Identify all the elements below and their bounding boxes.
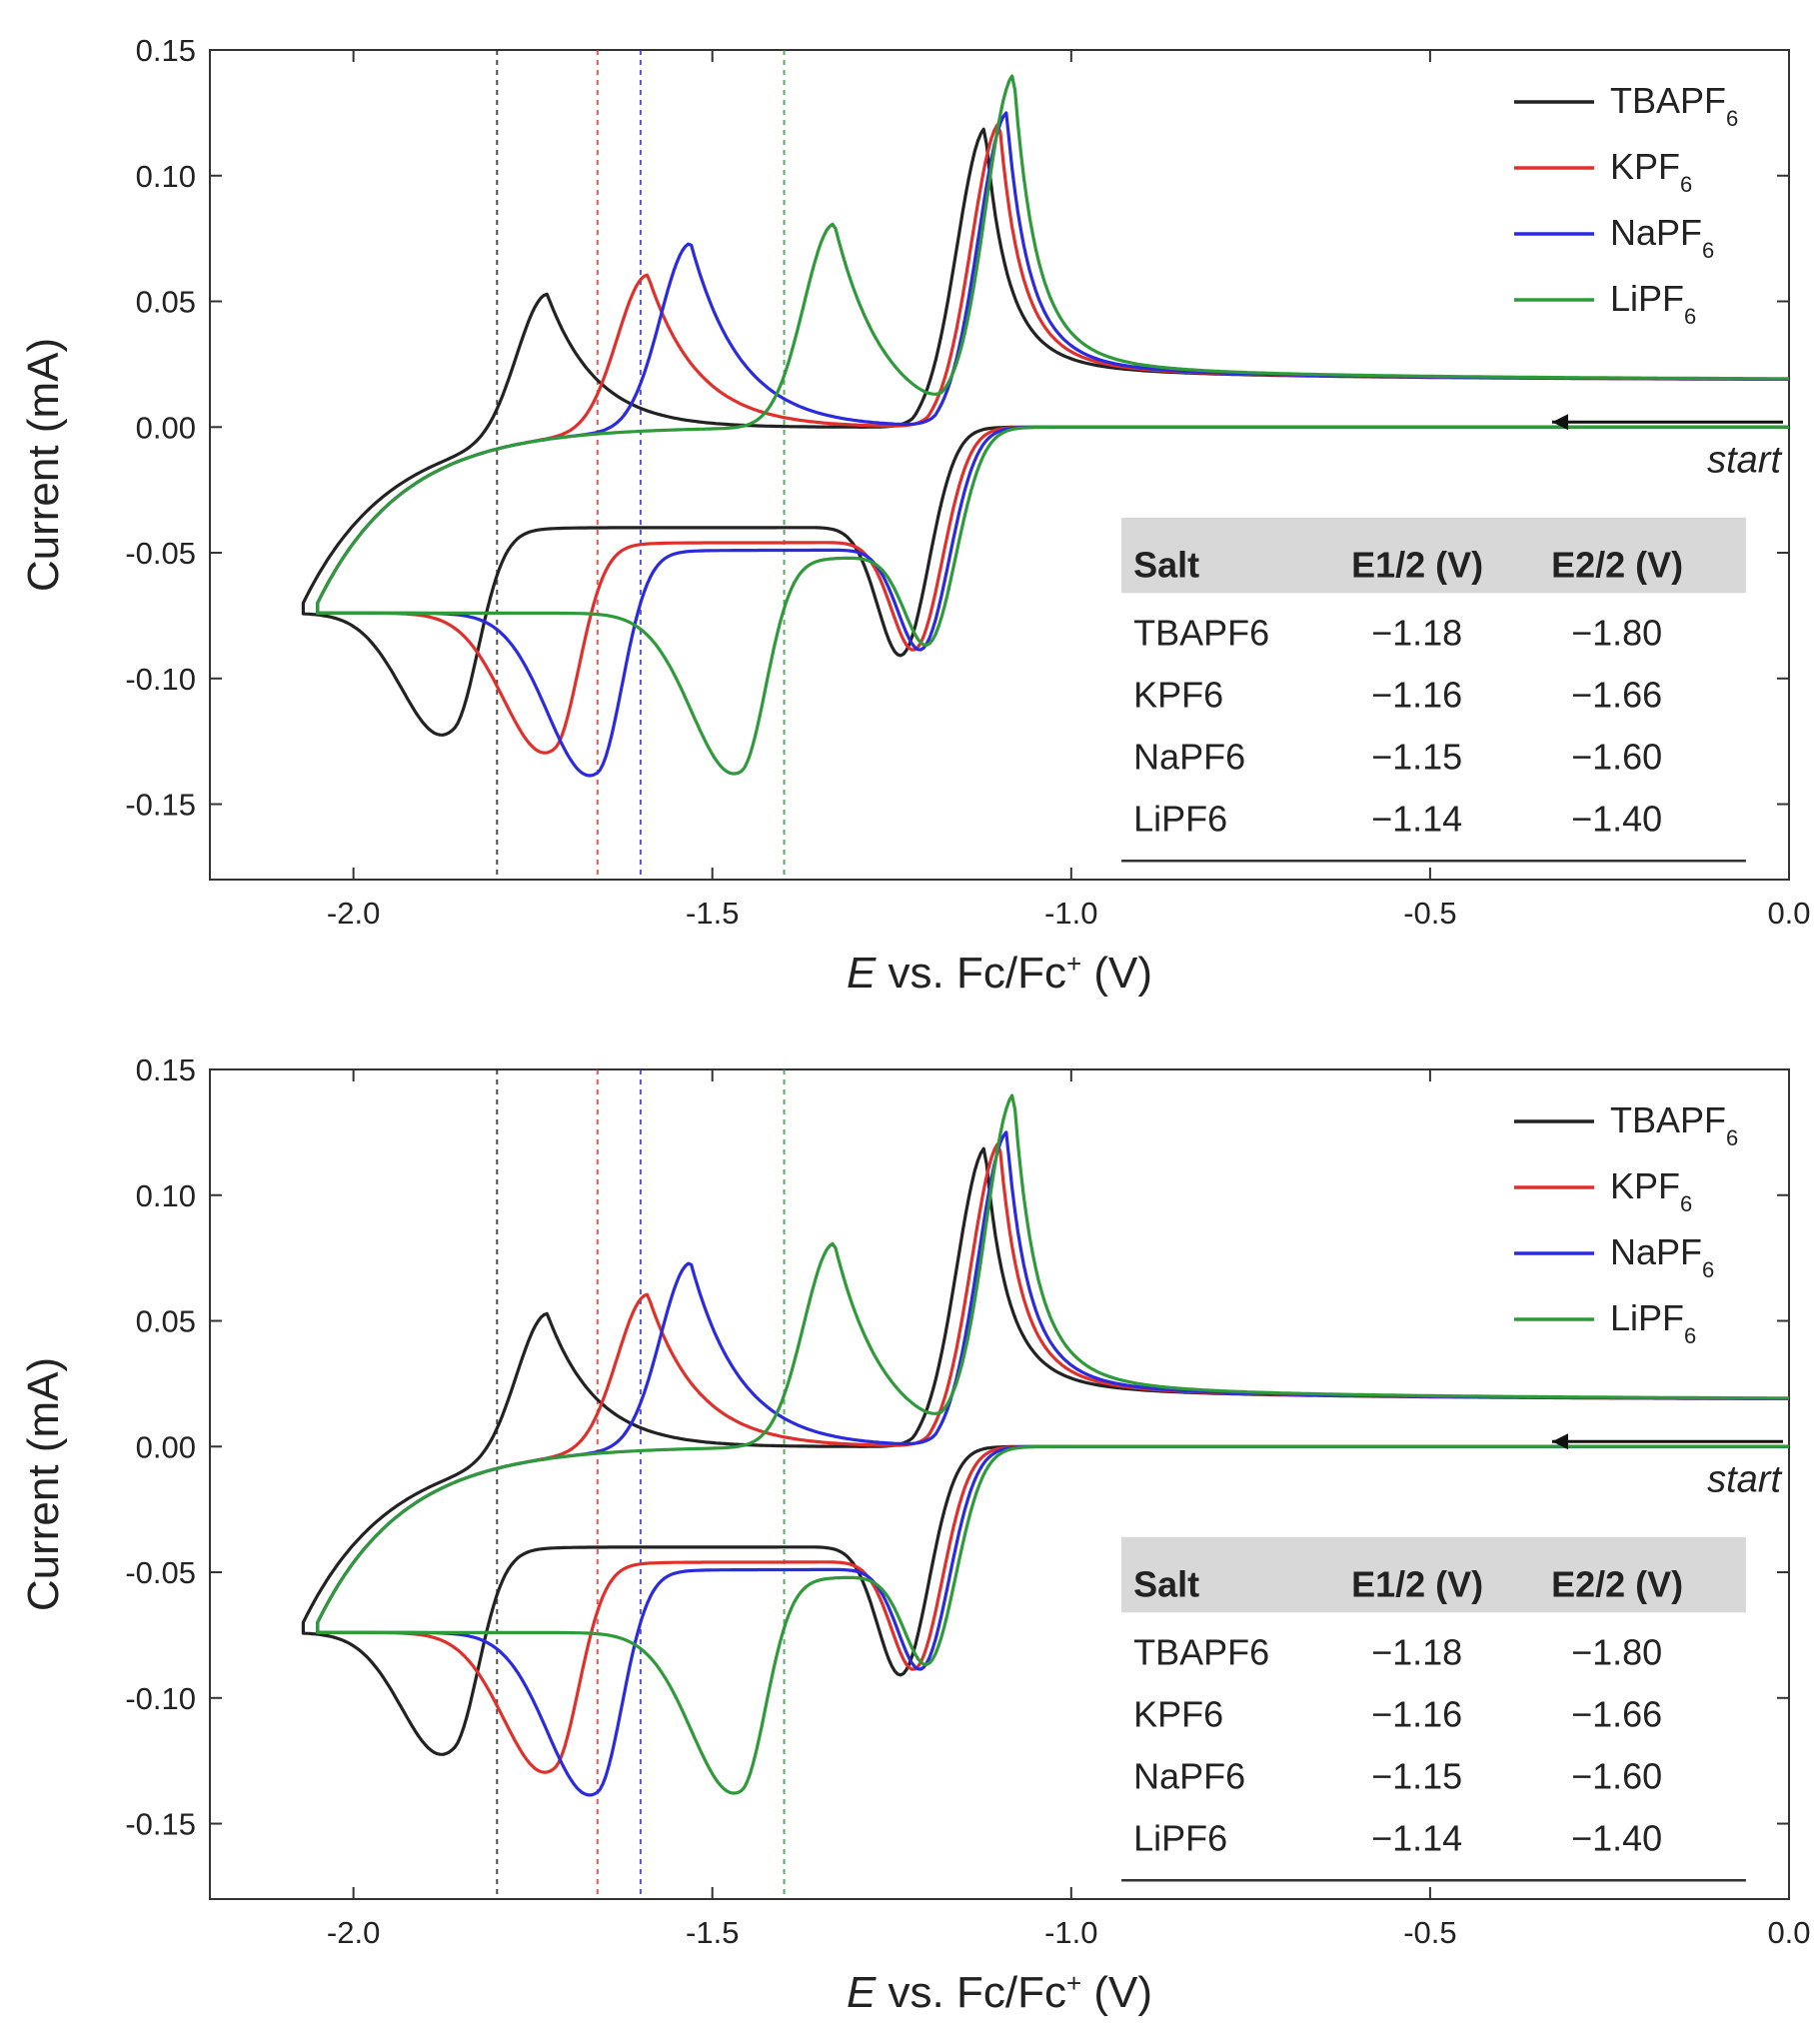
y-tick-label: -0.15	[125, 1807, 196, 1842]
y-tick-label: 0.15	[136, 1052, 196, 1087]
legend-label: KPF6	[1610, 146, 1692, 197]
series-line-tbapf6	[301, 127, 1789, 737]
table-value-cell: −1.16	[1371, 1693, 1462, 1734]
x-tick-label: -1.5	[686, 1915, 739, 1950]
x-tick-label: -0.5	[1403, 1915, 1456, 1950]
table-value-cell: −1.15	[1371, 1755, 1462, 1796]
y-axis-label: Current (mA)	[19, 1357, 68, 1611]
legend-label: TBAPF6	[1610, 80, 1738, 131]
table-value-cell: −1.60	[1571, 1755, 1662, 1796]
table-value-cell: −1.80	[1571, 612, 1662, 653]
series-line-lipf6	[316, 1093, 1789, 1795]
table-header-e2: E2/2 (V)	[1551, 1563, 1683, 1604]
legend-label: LiPF6	[1610, 1297, 1696, 1348]
table-value-cell: −1.16	[1371, 674, 1462, 715]
table-value-cell: −1.18	[1371, 1631, 1462, 1672]
y-tick-label: 0.10	[136, 1178, 196, 1213]
legend-label: NaPF6	[1610, 1231, 1714, 1282]
series-line-napf6	[316, 1130, 1789, 1797]
table-value-cell: −1.15	[1371, 736, 1462, 777]
start-arrow-head	[1552, 414, 1568, 431]
table-value-cell: −1.66	[1571, 1693, 1662, 1734]
x-tick-label: -1.0	[1044, 1915, 1097, 1950]
series-line-kpf6	[316, 123, 1789, 755]
table-header-e1: E1/2 (V)	[1351, 1563, 1483, 1604]
table-salt-cell: KPF6	[1133, 1693, 1223, 1734]
table-value-cell: −1.60	[1571, 736, 1662, 777]
table-value-cell: −1.14	[1371, 1817, 1462, 1858]
table-header-salt: Salt	[1133, 544, 1199, 585]
x-axis-label: E vs. Fc/Fc+ (V)	[847, 949, 1152, 998]
y-axis-label: Current (mA)	[19, 338, 68, 592]
plot-frame	[209, 1068, 1790, 1900]
x-tick-label: 0.0	[1767, 1915, 1810, 1950]
series-line-tbapf6	[301, 1146, 1789, 1756]
table-salt-cell: TBAPF6	[1133, 612, 1269, 653]
plot-frame	[209, 49, 1790, 881]
legend-label: TBAPF6	[1610, 1099, 1738, 1150]
x-tick-label: -0.5	[1403, 896, 1456, 931]
table-salt-cell: LiPF6	[1133, 798, 1227, 839]
y-tick-label: 0.15	[136, 33, 196, 68]
start-arrow-head	[1552, 1433, 1568, 1450]
table-value-cell: −1.80	[1571, 1631, 1662, 1672]
table-header-bg	[1121, 517, 1746, 594]
x-tick-label: 0.0	[1767, 896, 1810, 931]
legend-label: KPF6	[1610, 1165, 1692, 1216]
table-salt-cell: TBAPF6	[1133, 1631, 1269, 1672]
legend-label: NaPF6	[1610, 212, 1714, 263]
table-value-cell: −1.14	[1371, 798, 1462, 839]
y-tick-label: -0.10	[125, 1681, 196, 1716]
table-header-bg	[1121, 1536, 1746, 1613]
x-tick-label: -2.0	[327, 1915, 380, 1950]
table-value-cell: −1.18	[1371, 612, 1462, 653]
table-header-salt: Salt	[1133, 1563, 1199, 1604]
table-salt-cell: NaPF6	[1133, 1755, 1245, 1796]
series-line-kpf6	[316, 1142, 1789, 1774]
x-tick-label: -1.5	[686, 896, 739, 931]
start-annotation: start	[1707, 1459, 1782, 1501]
series-line-lipf6	[316, 74, 1789, 776]
table-salt-cell: NaPF6	[1133, 736, 1245, 777]
series-line-napf6	[316, 111, 1789, 778]
y-tick-label: -0.05	[125, 1555, 196, 1590]
y-tick-label: 0.00	[136, 410, 196, 445]
y-tick-label: 0.05	[136, 285, 196, 320]
table-value-cell: −1.40	[1571, 798, 1662, 839]
table-value-cell: −1.66	[1571, 674, 1662, 715]
x-tick-label: -1.0	[1044, 896, 1097, 931]
y-tick-label: -0.10	[125, 662, 196, 697]
table-salt-cell: KPF6	[1133, 674, 1223, 715]
y-tick-label: 0.10	[136, 159, 196, 194]
x-axis-label: E vs. Fc/Fc+ (V)	[847, 1968, 1152, 2017]
y-tick-label: -0.05	[125, 536, 196, 571]
legend-label: LiPF6	[1610, 278, 1696, 329]
table-header-e1: E1/2 (V)	[1351, 544, 1483, 585]
table-header-e2: E2/2 (V)	[1551, 544, 1683, 585]
table-salt-cell: LiPF6	[1133, 1817, 1227, 1858]
chart-panel-2: 0.15 0.10 0.05 0.00 -0.05 -0.10 -0.15 -2.0 -1.5 -…	[19, 1052, 1811, 2017]
y-tick-label: 0.00	[136, 1429, 196, 1464]
y-tick-label: 0.05	[136, 1304, 196, 1339]
y-tick-label: -0.15	[125, 788, 196, 823]
chart-panel-1: 0.15 0.10 0.05 0.00 -0.05 -0.10 -0.15 -2.0 -1.5 -…	[19, 33, 1811, 998]
start-annotation: start	[1707, 440, 1782, 482]
x-tick-label: -2.0	[327, 896, 380, 931]
table-value-cell: −1.40	[1571, 1817, 1662, 1858]
